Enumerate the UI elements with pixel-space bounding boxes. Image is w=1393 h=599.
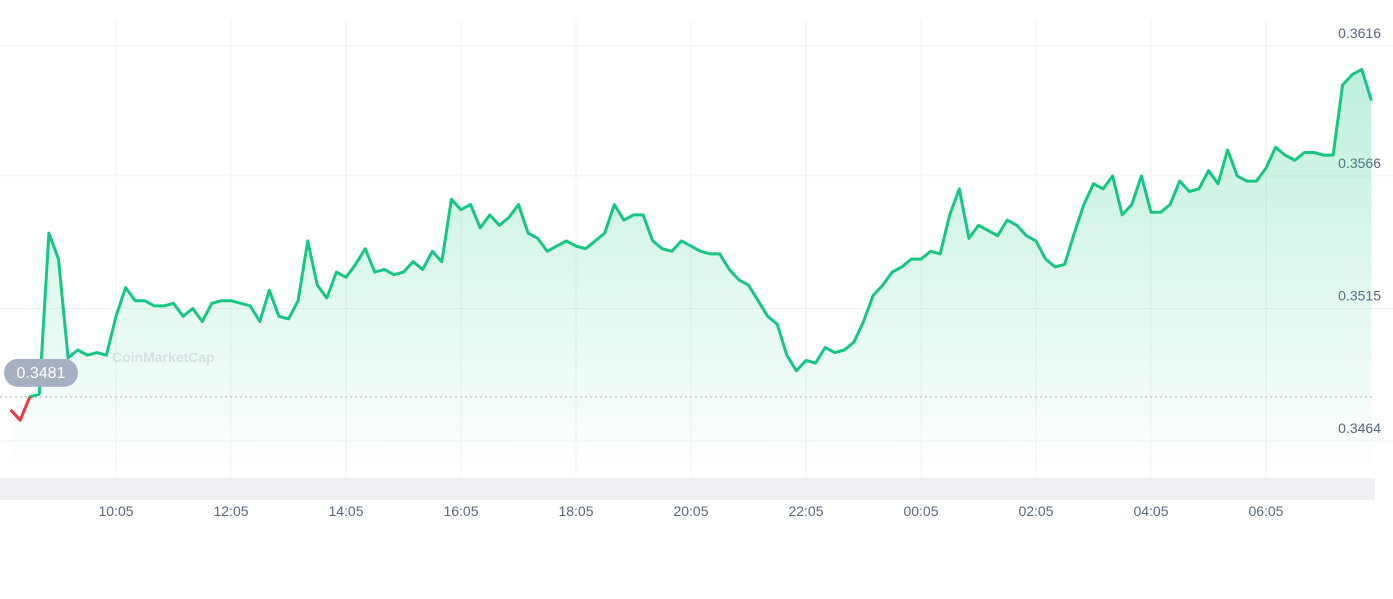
- x-tick-label: 18:05: [558, 503, 593, 519]
- area-fill: [10, 69, 1372, 476]
- price-line: [9, 67, 1373, 422]
- x-tick-label: 06:05: [1248, 503, 1283, 519]
- x-tick-label: 14:05: [328, 503, 363, 519]
- x-tick-label: 12:05: [213, 503, 248, 519]
- x-tick-label: 10:05: [98, 503, 133, 519]
- baseline-pill: [4, 358, 78, 387]
- x-tick-label: 20:05: [673, 503, 708, 519]
- baseline-label: 0.3481: [17, 365, 66, 382]
- x-tick-label: 00:05: [903, 503, 938, 519]
- x-tick-label: 02:05: [1018, 503, 1053, 519]
- x-tick-label: 22:05: [788, 503, 823, 519]
- volume-band: [0, 478, 1375, 500]
- x-tick-label: 04:05: [1133, 503, 1168, 519]
- y-tick-label: 0.3616: [1338, 25, 1381, 41]
- watermark: CoinMarketCap: [112, 349, 215, 365]
- x-tick-label: 16:05: [443, 503, 478, 519]
